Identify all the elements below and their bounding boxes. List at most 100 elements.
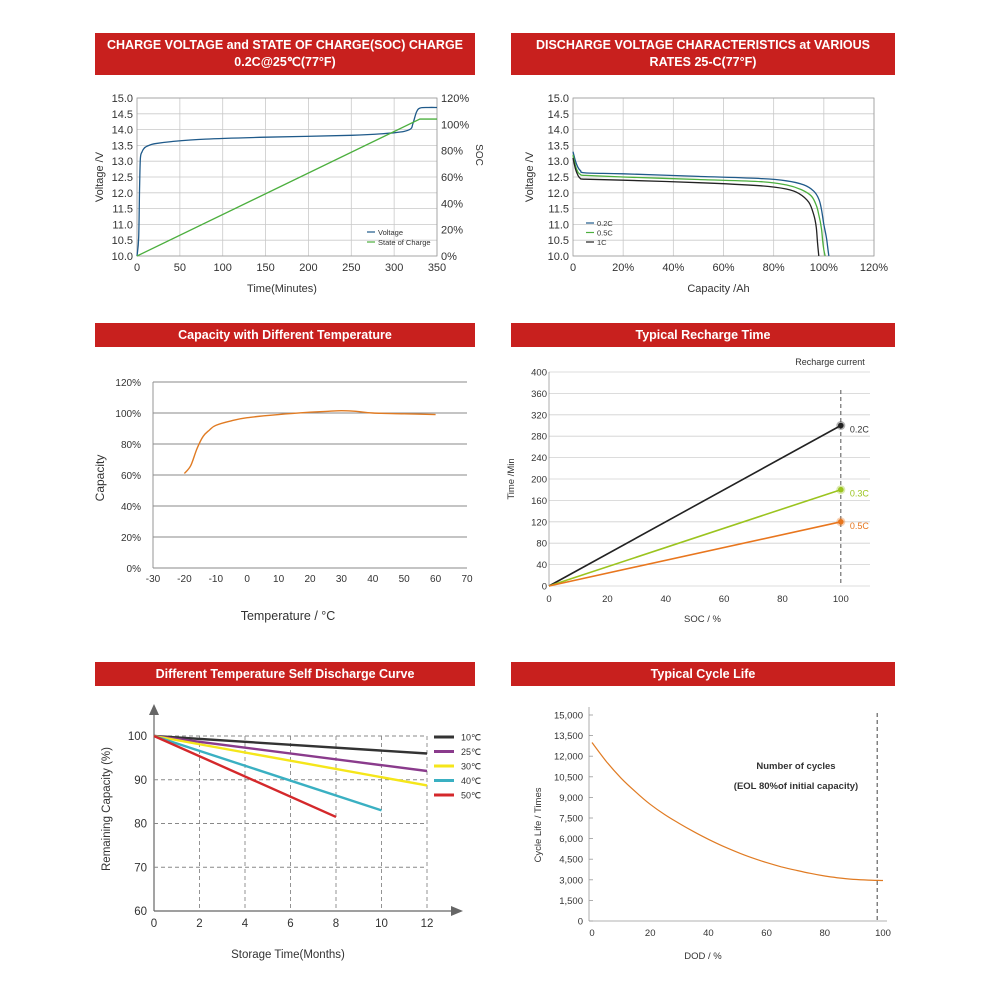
discharge-voltage-chart: 10.0 10.5 11.0 11.5 12.0 12.5 13.0 13.5 14.0 14.5…: [524, 93, 888, 295]
series-label: 0.5C: [850, 521, 870, 531]
x-tick-label: -30: [146, 574, 161, 585]
x-tick-label: 40: [703, 928, 714, 939]
y-tick-label: 100%: [115, 409, 141, 420]
series-line-05C: [572, 154, 826, 257]
x-tick-label: 20: [645, 928, 656, 939]
x-tick-label: 300: [385, 262, 403, 274]
y-tick-label: 240: [531, 453, 547, 464]
y-tick-label: 10.5: [112, 235, 133, 247]
y-tick-label: 14.0: [548, 125, 569, 137]
y-tick-label: 80%: [121, 440, 141, 451]
y-tick-label: 1,500: [559, 896, 583, 907]
self-discharge-line-5: [153, 734, 337, 819]
x-axis-label: Capacity /Ah: [687, 283, 749, 295]
y-tick-label: 13.5: [548, 140, 569, 152]
capacity-temperature-banner: Capacity with Different Temperature: [95, 323, 475, 347]
endpoint-marker: [838, 422, 844, 429]
recharge-time-chart: 0 40 80 120 160 200 240 280 320 360 400 0 20 40 60 80 10…: [506, 357, 870, 625]
y-tick-label: 320: [531, 410, 547, 421]
x-tick-label: 40: [367, 574, 379, 585]
x-tick-label: 50: [399, 574, 411, 585]
y-tick-label: 120: [531, 517, 547, 528]
self-discharge-chart: 60 70 80 90 100 0 2 4 6 8 10 12 Remaining Capacity (…: [101, 704, 481, 961]
x-tick-label: 200: [299, 262, 317, 274]
y-tick-label: 90: [134, 775, 147, 787]
x-tick-label: 10: [375, 918, 388, 930]
y2-tick-label: 40%: [441, 198, 463, 210]
charge-chart-title-line1: CHARGE VOLTAGE and STATE OF CHARGE(SOC) …: [106, 38, 464, 53]
y-tick-label: 4,500: [559, 855, 583, 866]
recharge-line-02C: [548, 424, 842, 587]
y-tick-label: 10.0: [112, 251, 133, 263]
y-axis-label: Voltage /V: [94, 151, 106, 202]
x-tick-label: 60: [430, 574, 442, 585]
cycle-life-chart: 0 1,500 3,000 4,500 6,000 7,500 9,000 10,500 12,…: [533, 707, 891, 962]
y2-tick-label: 0%: [441, 251, 457, 263]
x-tick-label: 0: [570, 262, 576, 274]
x-tick-label: 60: [719, 594, 730, 605]
plot-frame: [136, 97, 438, 257]
x-tick-label: 6: [287, 918, 293, 930]
capacity-curve: [183, 409, 436, 474]
discharge-chart-title-line2: RATES 25-C(77°F): [649, 55, 757, 69]
x-tick-label: 0: [589, 928, 594, 939]
x-tick-label: 2: [196, 918, 202, 930]
y-tick-label: 13,500: [554, 731, 583, 742]
y2-tick-label: 80%: [441, 146, 463, 158]
recharge-current-label: Recharge current: [795, 357, 865, 367]
legend-label: 30℃: [461, 762, 481, 772]
y-tick-label: 12.5: [548, 172, 569, 184]
x-tick-label: 50: [174, 262, 186, 274]
x-tick-label: 0: [134, 262, 140, 274]
y-tick-label: 10.0: [548, 251, 569, 263]
x-tick-label: 20: [304, 574, 316, 585]
x-tick-label: 10: [273, 574, 285, 585]
recharge-line-03C: [548, 488, 842, 587]
legend-label: 0.5C: [597, 229, 613, 238]
y-tick-label: 12.0: [112, 188, 133, 200]
y-tick-label: 12,000: [554, 752, 583, 763]
y2-tick-label: 100%: [441, 119, 469, 131]
x-tick-label: 60%: [712, 262, 734, 274]
y-tick-label: 6,000: [559, 834, 583, 845]
y-tick-label: 70: [134, 862, 147, 874]
y-tick-label: 400: [531, 368, 547, 379]
charge-voltage-soc-chart: 10.0 10.5 11.0 11.5 12.0 12.5 13.0 13.5 14.0 14.5…: [94, 93, 484, 295]
x-tick-label: -10: [209, 574, 224, 585]
y-tick-label: 60%: [121, 471, 141, 482]
y-tick-label: 13.5: [112, 140, 133, 152]
x-tick-label: 40%: [662, 262, 684, 274]
endpoint-marker: [838, 519, 844, 525]
x-axis-arrow-icon: [451, 906, 463, 916]
x-tick-label: 350: [428, 262, 446, 274]
legend-label: 10℃: [461, 733, 481, 743]
y-tick-label: 280: [531, 432, 547, 443]
cycle-life-banner: Typical Cycle Life: [511, 662, 895, 686]
x-tick-label: 12: [421, 918, 434, 930]
y-axis-label: Cycle Life / Times: [533, 787, 544, 862]
self-discharge-line-2: [153, 734, 428, 773]
x-tick-label: 100: [833, 594, 849, 605]
x-tick-label: 40: [660, 594, 671, 605]
x-tick-label: 100%: [810, 262, 838, 274]
y-tick-label: 13.0: [112, 156, 133, 168]
x-tick-label: 20%: [612, 262, 634, 274]
y-tick-label: 100: [128, 731, 147, 743]
x-tick-label: -20: [177, 574, 192, 585]
cycle-life-curve: [591, 742, 884, 882]
y-tick-label: 15.0: [112, 93, 133, 105]
y-tick-label: 60: [134, 906, 147, 918]
y-tick-label: 0%: [127, 564, 142, 575]
y-tick-label: 9,000: [559, 793, 583, 804]
y-tick-label: 160: [531, 496, 547, 507]
y-axis-label: Capacity: [93, 455, 107, 502]
x-tick-label: 4: [242, 918, 249, 930]
y2-tick-label: 20%: [441, 225, 463, 237]
y-tick-label: 3,000: [559, 875, 583, 886]
annotation-number-of-cycles: Number of cycles: [756, 761, 835, 772]
series-line-voltage: [136, 106, 438, 257]
x-tick-label: 150: [256, 262, 274, 274]
series-label: 0.2C: [850, 425, 870, 435]
plot-frame: [572, 97, 875, 257]
legend-label: 40℃: [461, 776, 481, 786]
